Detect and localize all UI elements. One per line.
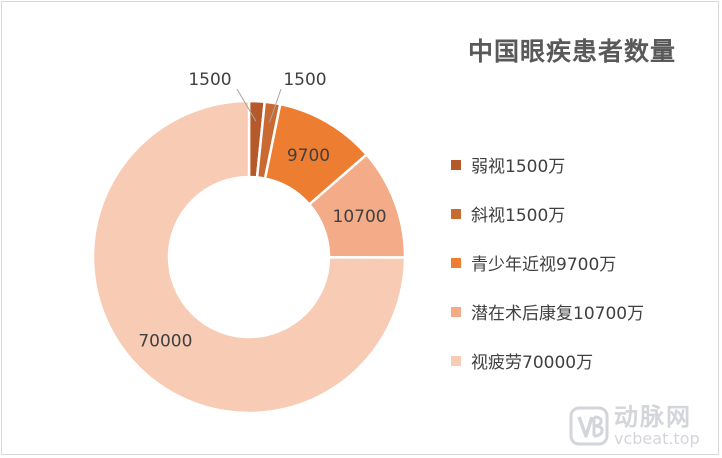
leader-line: [269, 88, 282, 123]
legend-label: 视疲劳70000万: [471, 353, 594, 373]
legend-label: 青少年近视9700万: [471, 255, 617, 275]
chart-title: 中国眼疾患者数量: [468, 37, 677, 66]
donut-slice: [91, 99, 407, 415]
legend-label: 弱视1500万: [471, 157, 566, 177]
legend-label: 潜在术后康复10700万: [471, 304, 645, 324]
legend-item: 潜在术后康复10700万: [451, 287, 644, 336]
vcbeat-logo-icon: [569, 406, 609, 446]
legend-swatch: [451, 257, 461, 268]
data-label: 70000: [138, 331, 192, 351]
legend-item: 青少年近视9700万: [451, 238, 644, 287]
legend-swatch: [451, 355, 461, 366]
data-label: 9700: [287, 146, 330, 166]
legend-item: 视疲劳70000万: [451, 336, 644, 385]
legend-item: 弱视1500万: [451, 140, 644, 189]
legend-item: 斜视1500万: [451, 189, 644, 238]
data-label: 1500: [283, 70, 326, 90]
legend-label: 斜视1500万: [471, 206, 566, 226]
legend: 弱视1500万 斜视1500万 青少年近视9700万 潜在术后康复10700万 …: [451, 140, 644, 385]
legend-swatch: [451, 159, 461, 170]
watermark-domain: vcbeat.top: [614, 429, 700, 448]
data-label: 10700: [333, 207, 387, 227]
leader-line: [236, 88, 257, 122]
legend-swatch: [451, 306, 461, 317]
data-label: 1500: [188, 70, 231, 90]
watermark: 动脉网 vcbeat.top: [568, 402, 714, 450]
watermark-name: 动脉网: [614, 403, 692, 431]
legend-swatch: [451, 208, 461, 219]
